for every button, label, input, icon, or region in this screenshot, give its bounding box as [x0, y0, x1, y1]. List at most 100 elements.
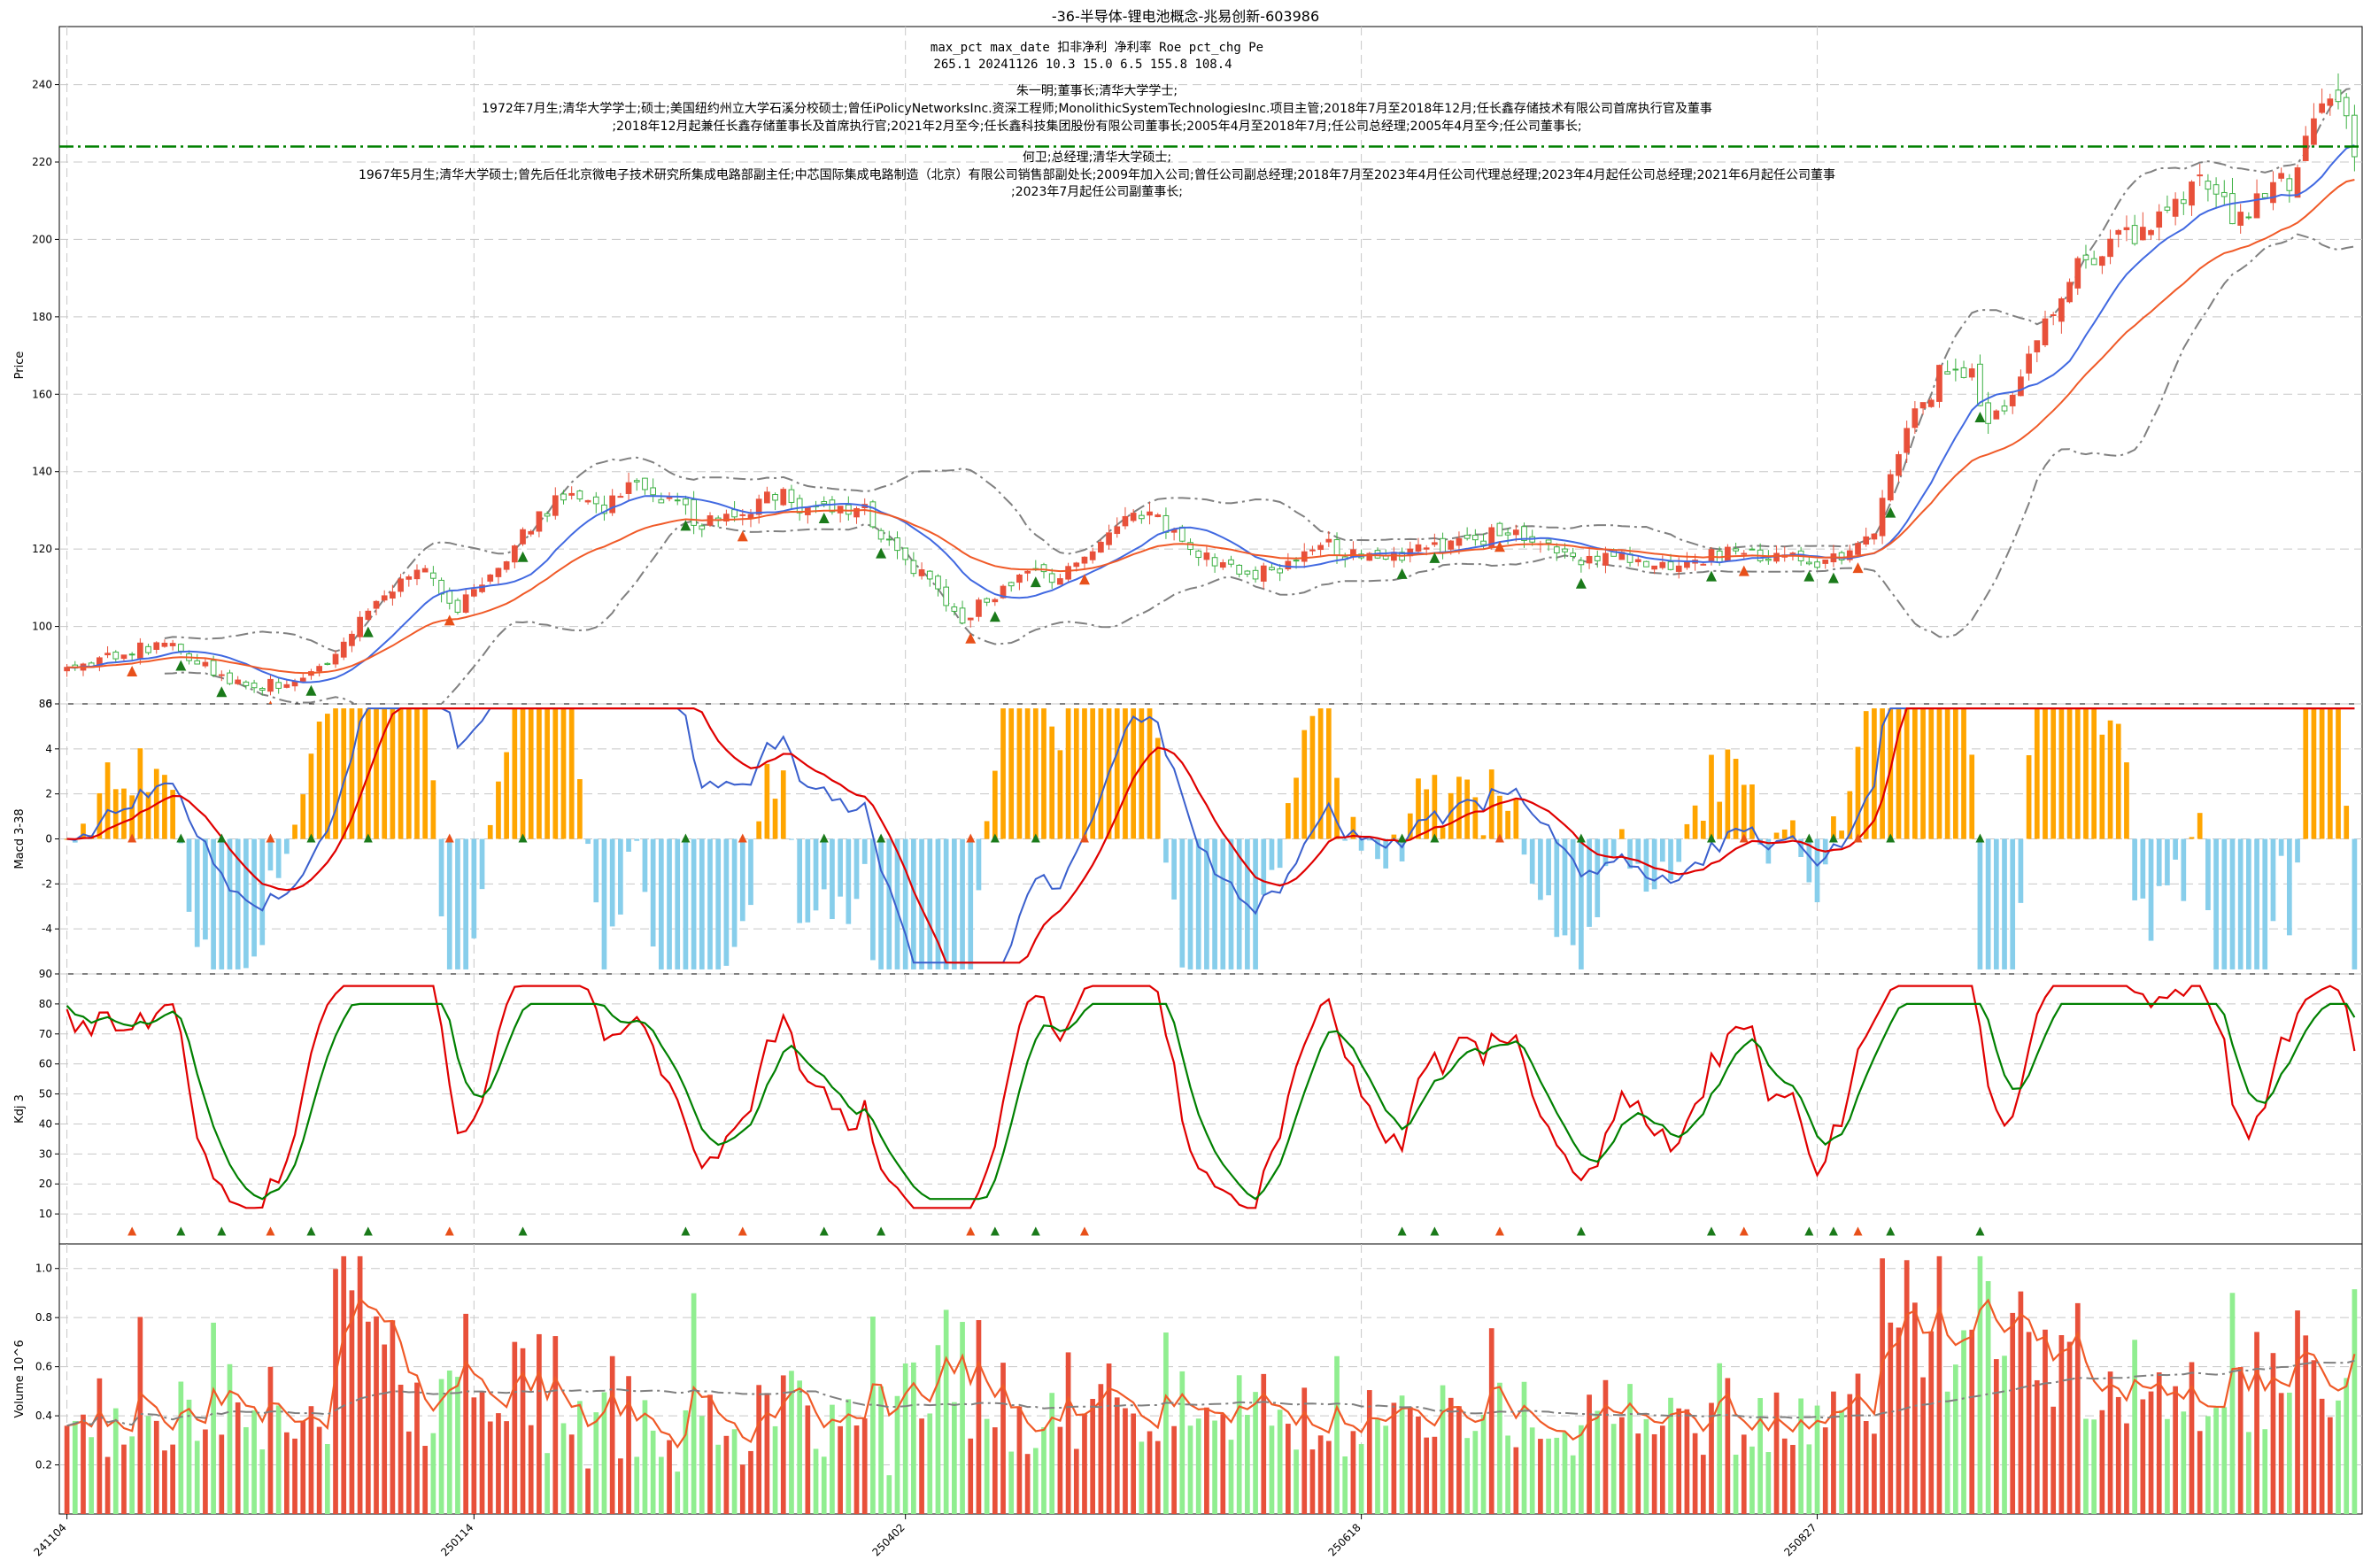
volume-bar	[1781, 1438, 1788, 1514]
macd-hist-bar	[1993, 838, 1999, 969]
x-tick-label: 250827	[1781, 1521, 1819, 1558]
macd-hist-bar	[642, 838, 648, 892]
volume-bar	[1049, 1393, 1055, 1514]
volume-bar	[1627, 1384, 1633, 1514]
volume-bar	[1342, 1456, 1348, 1514]
x-tick-label: 241104	[31, 1521, 68, 1558]
y-tick-label: 180	[32, 311, 52, 323]
candle-body	[780, 489, 787, 506]
volume-bar	[1993, 1359, 1999, 1514]
macd-hist-bar	[658, 838, 664, 969]
candle-body	[853, 507, 860, 518]
candle-body	[1863, 536, 1870, 545]
volume-bar	[1317, 1435, 1324, 1514]
volume-bar	[943, 1309, 949, 1514]
macd-hist-bar	[1676, 838, 1682, 862]
candle-body	[1765, 558, 1772, 561]
volume-bar	[1391, 1402, 1397, 1514]
macd-hist-bar	[2173, 838, 2178, 860]
volume-bar	[1286, 1424, 1291, 1514]
volume-bar	[446, 1370, 452, 1514]
candle-body	[2213, 184, 2220, 195]
candle-body	[1138, 514, 1145, 520]
macd-hist-bar	[1985, 838, 1991, 969]
macd-hist-bar	[2018, 838, 2024, 903]
candle-body	[1301, 551, 1308, 562]
volume-bar	[2352, 1289, 2358, 1514]
volume-bar	[593, 1412, 599, 1514]
volume-bar	[324, 1444, 330, 1514]
candle-body	[1244, 570, 1251, 575]
candle-body	[747, 514, 754, 519]
candle-body	[739, 514, 746, 516]
volume-bar	[1659, 1425, 1665, 1514]
candle-body	[2123, 227, 2130, 230]
candle-body	[528, 530, 535, 535]
macd-hist-bar	[1668, 838, 1673, 881]
candle-body	[1081, 556, 1088, 564]
macd-hist-bar	[2010, 838, 2016, 969]
macd-hist-bar	[1024, 708, 1031, 839]
volume-bar	[577, 1401, 583, 1514]
candle-body	[617, 496, 624, 498]
volume-bar	[683, 1410, 689, 1514]
info-line: ;2023年7月起任公司副董事长;	[1011, 185, 1183, 199]
candle-body	[1325, 538, 1332, 543]
volume-bar	[251, 1410, 257, 1514]
candle-body	[935, 575, 941, 590]
volume-bar	[1024, 1454, 1031, 1514]
y-tick-label: 0.4	[35, 1410, 52, 1422]
candle-body	[2335, 89, 2342, 103]
volume-bar	[2124, 1423, 2129, 1514]
volume-bar	[2074, 1302, 2081, 1514]
kdj-signal-marker	[1804, 1226, 1814, 1236]
y-tick-label: 1.0	[35, 1263, 52, 1275]
candle-body	[2352, 114, 2358, 158]
macd-dea-line	[66, 707, 2355, 964]
y-tick-label: 4	[45, 743, 52, 755]
signal-marker	[1827, 572, 1839, 583]
macd-hist-bar	[927, 838, 933, 969]
candle-body	[1578, 560, 1585, 566]
candle-body	[1333, 539, 1340, 556]
volume-bar	[235, 1402, 241, 1514]
signal-marker	[1078, 574, 1090, 585]
candle-body	[2090, 258, 2097, 266]
volume-bar	[878, 1386, 884, 1514]
candle-body	[1130, 513, 1137, 521]
signal-marker	[444, 614, 455, 626]
volume-bar	[1416, 1416, 1421, 1514]
candle-body	[536, 511, 543, 532]
macd-signal-marker	[966, 833, 976, 843]
macd-hist-bar	[1236, 838, 1242, 969]
volume-bar	[275, 1405, 282, 1514]
volume-bar	[1643, 1418, 1649, 1514]
candle-body	[2058, 298, 2065, 322]
macd-hist-bar	[1366, 838, 1372, 841]
volume-bar	[1618, 1417, 1625, 1514]
macd-hist-bar	[699, 838, 705, 969]
volume-bar	[2091, 1419, 2097, 1514]
volume-bar	[870, 1317, 876, 1514]
volume-bar	[2254, 1332, 2259, 1514]
candle-body	[552, 495, 559, 516]
macd-hist-bar	[1269, 838, 1275, 870]
candle-body	[943, 586, 950, 606]
volume-bar	[1529, 1427, 1535, 1514]
macd-signal-marker	[363, 833, 373, 843]
macd-hist-bar	[479, 838, 485, 890]
macd-signal-marker	[1706, 833, 1716, 843]
volume-bar	[1757, 1398, 1764, 1514]
macd-hist-bar	[1717, 801, 1723, 839]
x-tick-label: 250402	[870, 1521, 907, 1558]
candle-body	[112, 652, 120, 660]
macd-hist-bar	[805, 838, 811, 923]
macd-hist-bar	[1432, 775, 1438, 839]
volume-bar	[300, 1420, 306, 1514]
y-tick-label: 10	[39, 1208, 52, 1220]
candle-body	[788, 489, 795, 503]
volume-bar	[1456, 1406, 1462, 1514]
macd-hist-bar	[97, 792, 103, 839]
candle-body	[691, 498, 697, 526]
volume-bar	[1749, 1446, 1755, 1514]
